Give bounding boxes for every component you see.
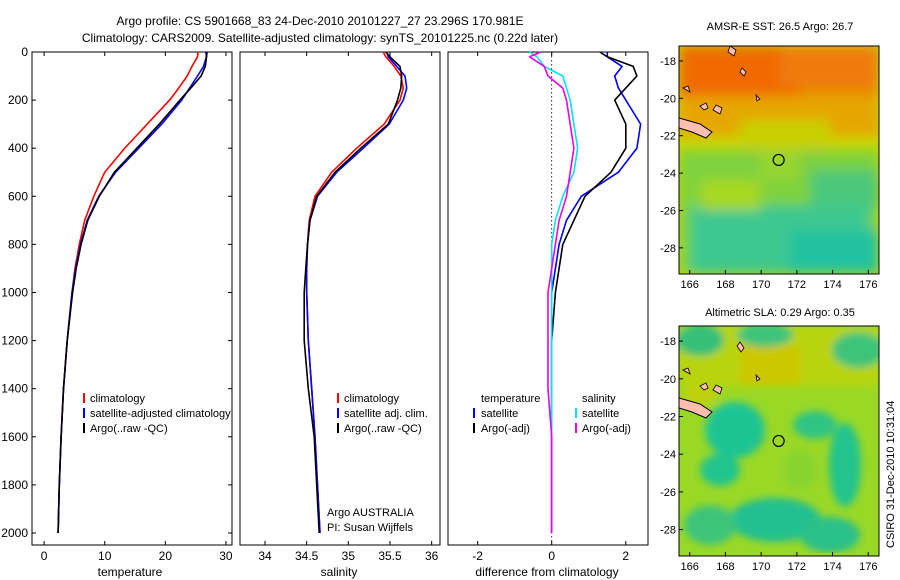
map-longitude-label: 168 (716, 561, 734, 573)
map-longitude-label: 166 (681, 561, 699, 573)
series-line-salinity-argo-adj- (528, 51, 575, 533)
legend-title-salinity: salinity (582, 393, 616, 405)
map-latitude-label: -22 (660, 131, 676, 143)
map-latitude-label: -20 (660, 93, 676, 105)
map-longitude-label: 170 (752, 279, 770, 291)
depth-tick-label: 1000 (1, 285, 28, 299)
x-tick-label: 35 (342, 549, 356, 563)
sst-map-title: AMSR-E SST: 26.5 Argo: 26.7 (707, 21, 854, 33)
depth-tick-label: 600 (8, 189, 28, 203)
csiro-timestamp: CSIRO 31-Dec-2010 10:31:04 (885, 401, 897, 548)
float-pi-annotation: PI: Susan Wijffels (327, 522, 413, 534)
map-latitude-label: -24 (660, 449, 676, 461)
map-latitude-label: -24 (660, 168, 676, 180)
x-tick-label: 2 (622, 549, 629, 563)
depth-tick-label: 800 (8, 237, 28, 251)
depth-tick-label: 1600 (1, 430, 28, 444)
salinity-panel: 34 34.5 35 35.5 36 salinity climatology sate… (239, 51, 441, 579)
depth-tick-label: 200 (8, 93, 28, 107)
map-latitude-label: -20 (660, 374, 676, 386)
legend-label-climatology: climatology (344, 393, 400, 405)
legend-label-temp-satellite: satellite (481, 408, 518, 420)
map-longitude-label: 172 (788, 561, 806, 573)
sla-map-panel: Altimetric SLA: 0.29 Argo: 0.35 (660, 307, 880, 573)
x-tick-label: 20 (159, 549, 173, 563)
map-latitude-label: -26 (660, 487, 676, 499)
sla-argo-position-marker (772, 434, 785, 448)
map-longitude-label: 174 (823, 561, 841, 573)
legend-label-argo: Argo(..raw -QC) (90, 423, 168, 435)
map-latitude-label: -22 (660, 411, 676, 423)
legend-label-sal-satellite: satellite (582, 408, 619, 420)
difference-axes-box (447, 51, 649, 546)
x-tick-label: 0 (41, 549, 48, 563)
map-longitude-label: 176 (859, 279, 877, 291)
sst-map-frame (678, 45, 880, 275)
map-longitude-label: 168 (716, 279, 734, 291)
x-tick-label: 0 (548, 549, 555, 563)
map-longitude-label: 166 (681, 279, 699, 291)
legend-title-temperature: temperature (481, 393, 540, 405)
map-latitude-label: -26 (660, 205, 676, 217)
salinity-axes-box (239, 51, 441, 546)
legend-label-satellite: satellite-adjusted climatology (90, 408, 231, 420)
x-tick-label: 35.5 (378, 549, 402, 563)
map-latitude-label: -18 (660, 56, 676, 68)
x-tick-label: 10 (98, 549, 112, 563)
sla-map-title: Altimetric SLA: 0.29 Argo: 0.35 (705, 307, 855, 319)
map-longitude-label: 170 (752, 561, 770, 573)
temperature-legend: climatology satellite-adjusted climatolo… (83, 393, 231, 435)
map-latitude-label: -18 (660, 336, 676, 348)
map-latitude-label: -28 (660, 243, 676, 255)
legend-label-satellite: satellite adj. clim. (344, 408, 428, 420)
map-latitude-label: -28 (660, 525, 676, 537)
x-tick-label: -2 (472, 549, 483, 563)
series-line-argo-raw-qc- (57, 51, 208, 534)
temperature-xlabel: temperature (98, 565, 163, 579)
map-longitude-label: 172 (788, 279, 806, 291)
x-tick-label: 34 (258, 549, 272, 563)
depth-tick-label: 2000 (1, 526, 28, 540)
salinity-legend: climatology satellite adj. clim. Argo(..… (337, 393, 428, 435)
sla-map-frame (678, 325, 880, 557)
figure-title-line1: Argo profile: CS 5901668_83 24-Dec-2010 … (117, 14, 524, 28)
series-line-argo-raw-qc- (303, 51, 403, 534)
legend-label-argo: Argo(..raw -QC) (344, 423, 422, 435)
depth-tick-label: 400 (8, 141, 28, 155)
legend-label-sal-argo: Argo(-adj) (582, 423, 631, 435)
depth-tick-label: 1400 (1, 382, 28, 396)
x-tick-label: 36 (425, 549, 439, 563)
temperature-axes-box (31, 51, 233, 546)
sst-argo-position-marker (772, 153, 785, 167)
legend-label-climatology: climatology (90, 393, 146, 405)
x-tick-label: 34.5 (295, 549, 319, 563)
depth-tick-label: 0 (21, 45, 28, 59)
depth-tick-label: 1200 (1, 334, 28, 348)
figure-title-line2: Climatology: CARS2009. Satellite-adjuste… (82, 31, 558, 45)
legend-label-temp-argo: Argo(-adj) (481, 423, 530, 435)
map-longitude-label: 176 (859, 561, 877, 573)
x-tick-label: 30 (219, 549, 233, 563)
depth-tick-label: 1800 (1, 478, 28, 492)
map-longitude-label: 174 (823, 279, 841, 291)
difference-xlabel: difference from climatology (475, 565, 618, 579)
sst-map-panel: AMSR-E SST: 26.5 Argo: 26.7 (660, 21, 880, 291)
difference-legend: temperature satellite Argo(-adj) salinit… (473, 393, 631, 435)
salinity-xlabel: salinity (321, 565, 358, 579)
difference-panel: -2 0 2 difference from climatology tempera… (447, 51, 649, 579)
series-line-salinity-satellite (529, 51, 579, 533)
float-owner-annotation: Argo AUSTRALIA (327, 507, 414, 519)
